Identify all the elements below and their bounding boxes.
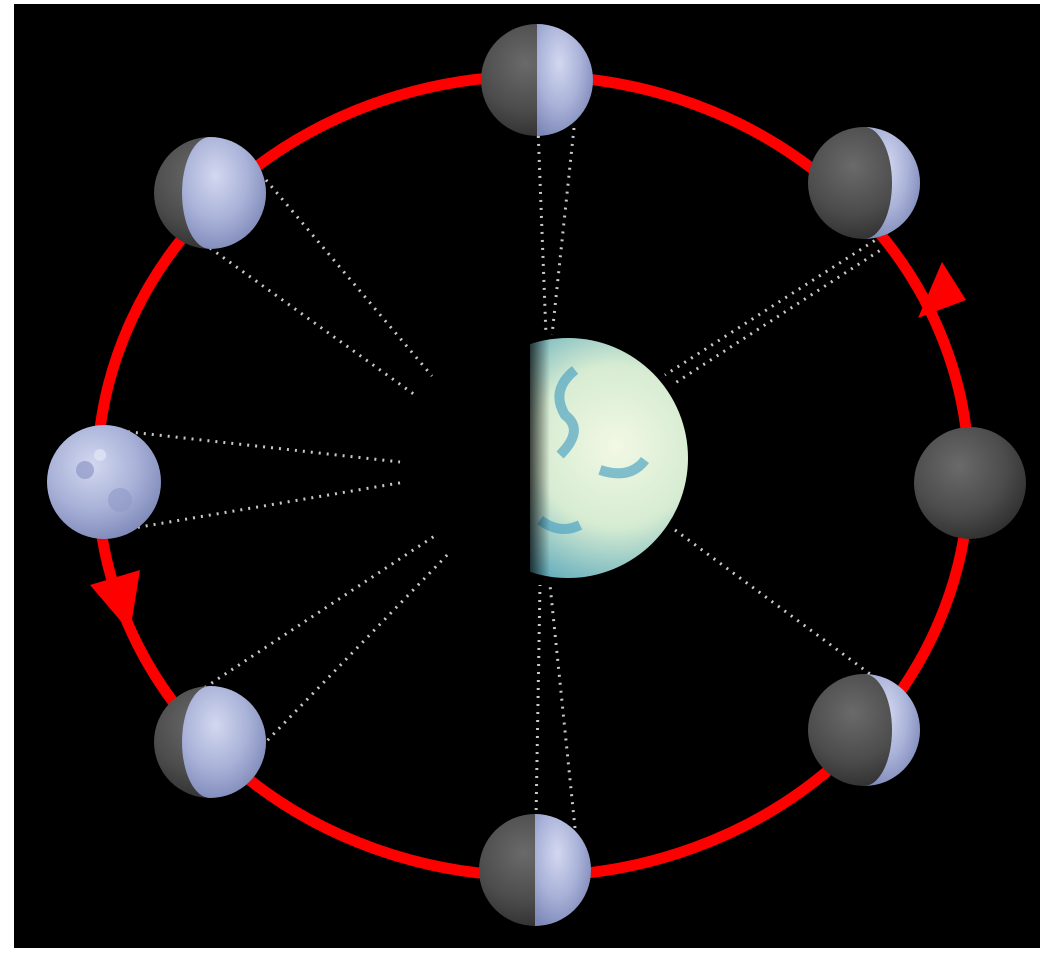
moon-first-quarter-icon: [481, 24, 593, 136]
sight-line: [111, 428, 401, 464]
sight-line: [674, 528, 886, 687]
earth-half-lit-icon: [448, 338, 688, 578]
orbit-arrow-icon: [918, 262, 966, 318]
sight-lines: [111, 127, 894, 829]
moon-full-icon: [47, 425, 161, 539]
moon-waxing-crescent-icon: [808, 127, 920, 239]
moon-new-icon: [914, 427, 1026, 539]
moon-waxing-gibbous-icon: [154, 137, 266, 249]
sight-line: [550, 127, 576, 336]
orbit-arrow-icon: [90, 570, 140, 632]
sight-line: [264, 179, 434, 377]
moon-first-quarter-icon: [479, 814, 591, 926]
moon-waxing-gibbous-icon: [154, 686, 266, 798]
sight-line: [548, 584, 577, 829]
sight-line: [260, 548, 454, 748]
moon-waxing-crescent-icon: [808, 674, 920, 786]
